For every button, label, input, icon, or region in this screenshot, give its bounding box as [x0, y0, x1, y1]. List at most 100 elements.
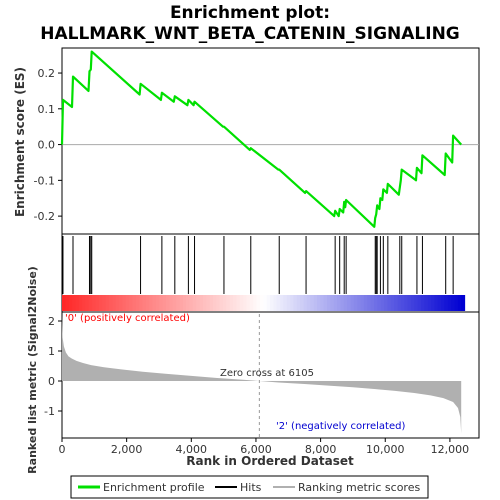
rank-gradient-cell: [431, 295, 435, 311]
es-ytick-label: -0.2: [34, 210, 55, 223]
rank-gradient-cell: [109, 295, 113, 311]
rank-gradient-cell: [387, 295, 392, 311]
rank-gradient-cell: [189, 295, 194, 311]
rank-gradient-cell: [276, 295, 281, 311]
xtick-label: 8,000: [305, 443, 337, 456]
xtick-label: 6,000: [240, 443, 272, 456]
metric-xlabel: Rank in Ordered Dataset: [186, 454, 354, 468]
es-ytick-label: 0.0: [38, 139, 56, 152]
es-panel-frame: [61, 47, 480, 235]
rank-gradient-cell: [216, 295, 221, 311]
rank-gradient-cell: [333, 295, 338, 311]
xtick-label: 2,000: [111, 443, 143, 456]
rank-gradient-cell: [427, 295, 432, 311]
rank-gradient-cell: [353, 295, 358, 311]
rank-gradient-cell: [246, 295, 251, 311]
metric-ylabel: Ranked list metric (Signal2Noise): [26, 266, 39, 474]
rank-gradient-cell: [306, 295, 311, 311]
rank-gradient-cell: [125, 295, 130, 311]
rank-gradient-cell: [82, 295, 87, 311]
rank-gradient-cell: [417, 295, 422, 311]
rank-gradient-cell: [145, 295, 150, 311]
rank-gradient-cell: [105, 295, 110, 311]
metric-ytick-label: 2: [48, 315, 55, 328]
rank-gradient-cell: [296, 295, 301, 311]
rank-gradient-cell: [330, 295, 335, 311]
rank-gradient-cell: [343, 295, 348, 311]
rank-gradient-cell: [75, 295, 80, 311]
rank-gradient-cell: [407, 295, 412, 311]
rank-gradient-cell: [102, 295, 107, 311]
rank-gradient-cell: [142, 295, 147, 311]
rank-gradient-cell: [270, 295, 274, 311]
rank-gradient-cell: [303, 295, 308, 311]
legend-metric-label: Ranking metric scores: [298, 481, 420, 494]
rank-gradient-cell: [404, 295, 409, 311]
rank-gradient-cell: [360, 295, 365, 311]
es-ylabel: Enrichment score (ES): [13, 67, 27, 217]
rank-gradient-cell: [374, 295, 378, 311]
metric-ytick-label: 1: [48, 345, 55, 358]
rank-gradient-cell: [259, 295, 264, 311]
rank-gradient-cell: [98, 295, 103, 311]
rank-gradient-cell: [363, 295, 368, 311]
rank-gradient-cell: [400, 295, 405, 311]
rank-gradient-cell: [62, 295, 66, 311]
rank-gradient-cell: [327, 295, 331, 311]
rank-gradient-cell: [112, 295, 117, 311]
rank-gradient-cell: [223, 295, 227, 311]
rank-gradient-cell: [139, 295, 144, 311]
rank-gradient-cell: [249, 295, 254, 311]
rank-gradient-cell: [85, 295, 90, 311]
rank-gradient-cell: [78, 295, 83, 311]
rank-gradient-cell: [202, 295, 207, 311]
xtick-label: 0: [59, 443, 66, 456]
rank-gradient-cell: [263, 295, 268, 311]
rank-gradient-cell: [293, 295, 298, 311]
rank-gradient-cell: [192, 295, 197, 311]
rank-gradient-cell: [256, 295, 261, 311]
rank-gradient-cell: [132, 295, 137, 311]
rank-gradient-cell: [340, 295, 345, 311]
rank-gradient-cell: [229, 295, 234, 311]
rank-gradient-cell: [266, 295, 271, 311]
rank-gradient-cell: [196, 295, 201, 311]
rank-gradient-cell: [394, 295, 399, 311]
rank-gradient-cell: [169, 295, 174, 311]
rank-gradient-cell: [115, 295, 120, 311]
legend-profile-label: Enrichment profile: [103, 481, 205, 494]
rank-gradient-cell: [310, 295, 315, 311]
rank-gradient-cell: [186, 295, 191, 311]
zero-cross-label: Zero cross at 6105: [220, 368, 314, 379]
legend-hits-label: Hits: [240, 481, 262, 494]
rank-gradient-cell: [209, 295, 214, 311]
rank-gradient-cell: [397, 295, 402, 311]
rank-gradient-cell: [286, 295, 291, 311]
rank-gradient-cell: [226, 295, 231, 311]
rank-gradient-cell: [424, 295, 429, 311]
rank-gradient-cell: [159, 295, 164, 311]
rank-gradient-cell: [135, 295, 140, 311]
ranking-metric-area: [62, 315, 462, 434]
rank-gradient-cell: [92, 295, 97, 311]
rank-gradient-cell: [410, 295, 415, 311]
rank-gradient-cell: [213, 295, 217, 311]
rank-gradient-cell: [236, 295, 241, 311]
xtick-label: 10,000: [366, 443, 405, 456]
rank-gradient-cell: [149, 295, 154, 311]
legend-box: [70, 475, 429, 499]
rank-gradient-cell: [283, 295, 288, 311]
rank-gradient-cell: [320, 295, 325, 311]
es-ytick-label: 0.1: [38, 103, 56, 116]
rank-gradient-cell: [182, 295, 187, 311]
rank-gradient-cell: [370, 295, 375, 311]
rank-gradient-cell: [367, 295, 372, 311]
rank-gradient-cell: [323, 295, 328, 311]
rank-gradient-cell: [88, 295, 93, 311]
metric-ytick-label: 0: [48, 375, 55, 388]
metric-ytick-label: -1: [44, 405, 55, 418]
rank-gradient-cell: [337, 295, 342, 311]
rank-gradient-cell: [219, 295, 224, 311]
rank-gradient-cell: [457, 295, 462, 311]
rank-gradient-cell: [350, 295, 355, 311]
